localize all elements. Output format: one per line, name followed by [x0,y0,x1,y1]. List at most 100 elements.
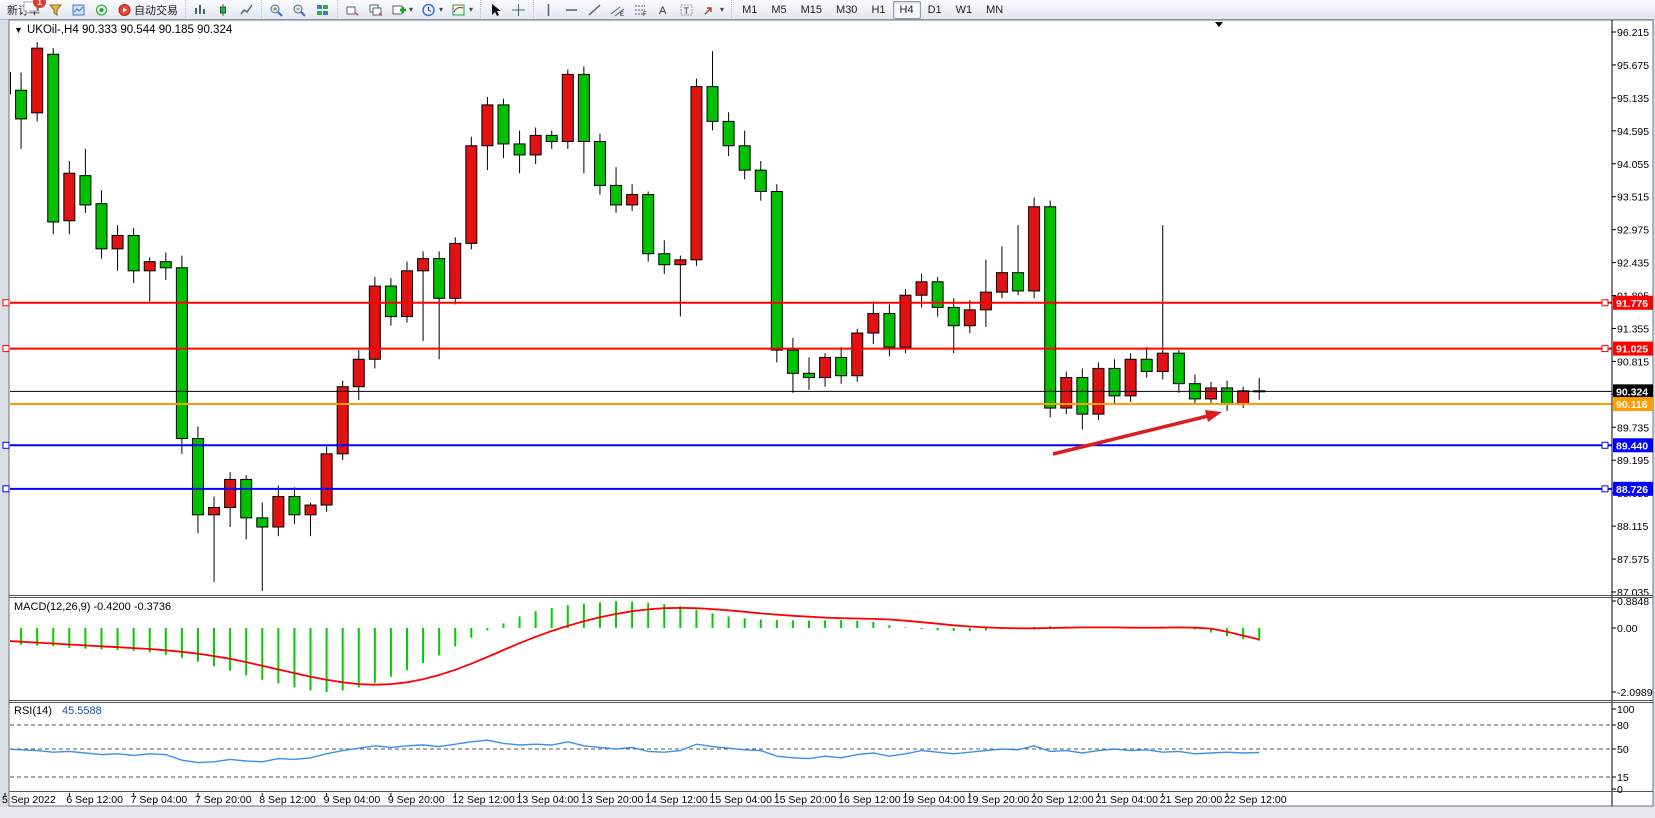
candle [835,356,848,377]
candle [513,143,526,156]
auto-trading-button[interactable]: 自动交易 [113,1,182,19]
trendline-icon[interactable] [583,1,606,19]
timeframe-button-m1[interactable]: M1 [742,3,758,16]
trend-arrow-annotation[interactable] [1052,410,1222,456]
line-handle[interactable] [2,345,10,353]
candle [690,86,703,261]
time-tick-label: 13 Sep 04:00 [517,794,580,806]
timeframe-button-h1[interactable]: H1 [871,3,886,16]
zoom-in-icon[interactable] [265,1,288,19]
candle [931,281,944,308]
candle [1044,206,1057,409]
time-tick-label: 7 Sep 04:00 [131,794,188,806]
arrows-icon[interactable]: ▾ [698,1,728,19]
line-chart-icon[interactable] [235,1,258,19]
tile-windows-icon[interactable] [311,1,334,19]
period-icon[interactable]: ▾ [417,1,447,19]
line-handle[interactable] [1601,441,1609,449]
candle [963,309,976,327]
chevron-down-icon[interactable]: ▾ [720,5,725,14]
time-tick-label: 22 Sep 12:00 [1224,794,1287,806]
auto-trading-button-label: 自动交易 [134,4,178,17]
svg-text:A: A [659,5,667,17]
chart-window-icon[interactable] [67,1,90,19]
new-chart-icon [346,6,359,15]
candle [143,261,156,272]
time-tick-label: 21 Sep 04:00 [1095,794,1158,806]
timeframe-button-m30[interactable]: M30 [836,3,858,16]
candle [433,258,446,299]
timeframe-button-m5[interactable]: M5 [771,3,787,16]
time-tick-label: 20 Sep 12:00 [1031,794,1094,806]
radar-icon[interactable] [90,1,113,19]
new-chart-icon[interactable] [341,1,364,19]
candle [304,504,317,516]
candle [224,478,237,508]
timeframe-button-d1[interactable]: D1 [927,3,942,16]
chevron-down-icon[interactable]: ▾ [469,5,474,14]
candle [368,285,381,360]
cursor-icon[interactable] [484,1,507,19]
rsi-pane[interactable] [5,724,1612,778]
templates-icon[interactable]: ▾ [447,1,477,19]
profiles-icon[interactable] [364,1,387,19]
chevron-down-icon[interactable]: ▾ [409,5,414,14]
chat-icon[interactable]: 1 [22,0,46,21]
text-icon[interactable]: A [652,1,675,19]
funnel-icon[interactable] [44,1,67,19]
add-indicator-icon[interactable]: ▾ [387,1,417,19]
time-axis[interactable]: 5 Sep 2022 6 Sep 12:00 7 Sep 04:00 7 Sep 20… [2,793,1287,806]
price-tag [1613,397,1653,412]
price-pane[interactable] [0,42,1266,592]
price-tick-label: 89.195 [1617,455,1649,467]
crosshair-icon[interactable] [507,1,530,19]
line-handle[interactable] [1601,345,1609,353]
vertical-line-icon[interactable] [537,1,560,19]
channel-icon: E [610,6,625,17]
svg-text:E: E [620,12,624,17]
line-handle[interactable] [1601,485,1609,493]
notification-badge[interactable]: 1 [32,0,46,8]
line-handle[interactable] [2,485,10,493]
price-tick-label: 96.215 [1617,27,1649,39]
line-handle[interactable] [2,299,10,307]
scale-marker-icon[interactable] [1215,22,1223,27]
price-tag [1613,481,1653,496]
fibonacci-icon[interactable]: F [629,1,652,19]
line-handle[interactable] [1601,299,1609,307]
price-tick-label: 87.575 [1617,554,1649,566]
candle [979,291,992,311]
candle [577,73,590,142]
timeframe-button-mn[interactable]: MN [986,3,1004,16]
text-label-icon[interactable]: T [675,1,698,19]
time-tick-label: 9 Sep 20:00 [388,794,445,806]
timeframe-button-w1[interactable]: W1 [955,3,973,16]
channel-icon[interactable]: E [606,1,629,19]
candle [867,313,880,334]
line-handle[interactable] [2,441,10,449]
candle [1108,367,1121,397]
candle [995,272,1008,293]
text-icon: A [659,5,667,17]
horizontal-line-icon[interactable] [560,1,583,19]
bar-chart-icon[interactable] [189,1,212,19]
zoom-out-icon[interactable] [288,1,311,19]
candle [658,253,671,266]
candle [31,47,44,114]
macd-pane[interactable] [5,601,1261,692]
candle [175,267,188,440]
timeframe-button-m15[interactable]: M15 [800,3,823,16]
candlestick-chart-icon[interactable] [212,1,235,19]
chevron-down-icon[interactable]: ▾ [439,5,444,14]
candle [561,73,574,142]
price-axis[interactable]: 96.215 95.675 95.135 94.595 94.055 93.515 92.9… [1611,20,1653,806]
zoom-in-icon [270,4,283,17]
timeframe-button-h4[interactable]: H4 [892,0,921,19]
candle [529,134,542,156]
price-tag-label: 90.116 [1616,399,1648,411]
candle [1012,272,1025,292]
candle [288,496,301,516]
candle [15,89,28,120]
macd-signal-line [10,606,1260,686]
